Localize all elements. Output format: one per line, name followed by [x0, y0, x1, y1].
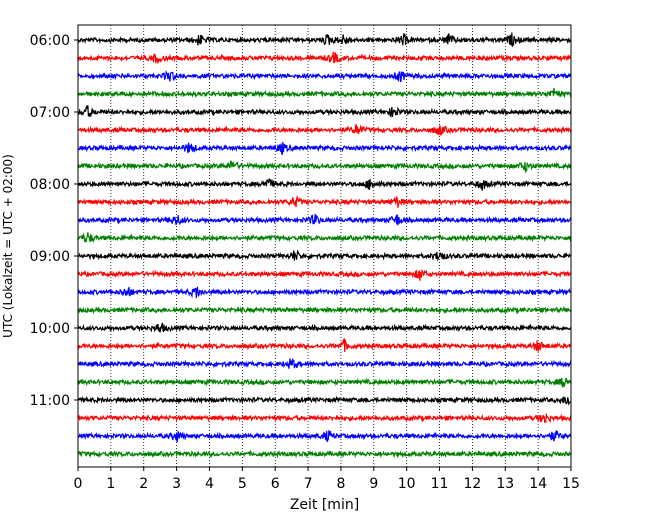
trace-line	[77, 32, 572, 47]
x-tick-label: 7	[304, 476, 313, 492]
trace-line	[77, 449, 572, 459]
x-tick-label: 12	[463, 476, 481, 492]
trace-line	[77, 249, 572, 262]
x-tick-label: 14	[529, 476, 547, 492]
x-tick-label: 2	[139, 476, 148, 492]
trace-line	[77, 160, 572, 173]
trace-line	[77, 357, 572, 369]
x-tick-label: 1	[106, 476, 115, 492]
trace-line	[77, 395, 572, 406]
y-tick-label: 10:00	[30, 321, 70, 337]
trace-line	[77, 213, 572, 226]
trace-line	[77, 338, 572, 353]
y-axis: 06:00 07:00 08:00 09:00 10:00 11:00	[30, 33, 78, 409]
trace-line	[77, 105, 572, 118]
y-tick-label: 11:00	[30, 393, 70, 409]
x-tick-label: 6	[271, 476, 280, 492]
trace-line	[77, 178, 572, 191]
y-tick-label: 08:00	[30, 177, 70, 193]
trace-line	[77, 305, 572, 315]
x-tick-label: 3	[172, 476, 181, 492]
trace-line	[77, 124, 572, 136]
y-tick-label: 09:00	[30, 249, 70, 265]
x-axis-label: Zeit [min]	[290, 497, 359, 513]
y-tick-label: 07:00	[30, 105, 70, 121]
trace-line	[77, 286, 572, 299]
trace-line	[77, 232, 572, 243]
y-axis-label: UTC (Lokalzeit = UTC + 02:00)	[1, 154, 15, 338]
trace-line	[77, 413, 572, 424]
x-tick-label: 13	[496, 476, 514, 492]
x-tick-label: 5	[238, 476, 247, 492]
x-axis: 0 1 2 3 4 5 6 7 8 9 10 11 12 13 14 15	[74, 467, 580, 492]
trace-line	[77, 269, 572, 281]
x-tick-label: 9	[369, 476, 378, 492]
y-tick-label: 06:00	[30, 33, 70, 49]
trace-group	[77, 32, 572, 459]
x-tick-label: 4	[205, 476, 214, 492]
trace-line	[77, 87, 572, 99]
plot-frame	[77, 24, 572, 468]
x-tick-label: 11	[431, 476, 449, 492]
trace-line	[77, 142, 572, 156]
trace-line	[77, 69, 572, 83]
trace-line	[77, 377, 572, 388]
x-tick-label: 8	[336, 476, 345, 492]
trace-line	[77, 429, 572, 443]
trace-line	[77, 322, 572, 333]
x-tick-label: 15	[562, 476, 580, 492]
trace-line	[77, 51, 572, 64]
trace-line	[77, 195, 572, 208]
x-tick-label: 0	[74, 476, 83, 492]
x-tick-label: 10	[398, 476, 416, 492]
